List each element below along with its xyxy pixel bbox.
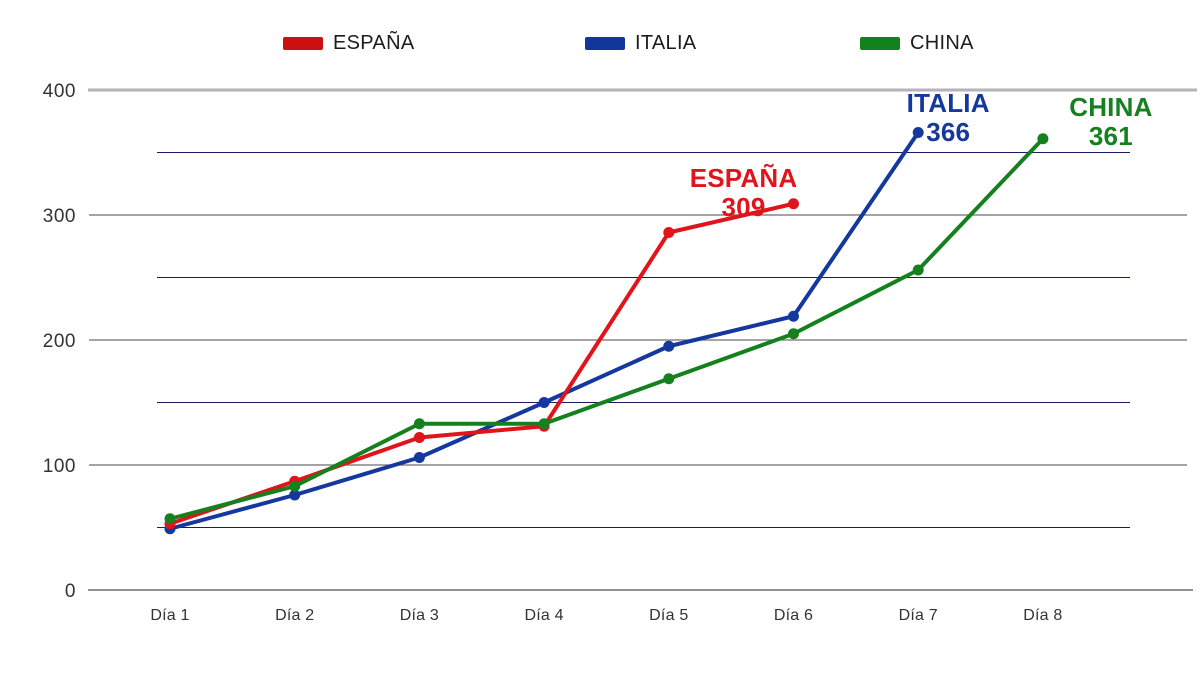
data-point-china-5 xyxy=(663,373,675,385)
legend-label-espana: ESPAÑA xyxy=(333,31,415,54)
y-axis-label-300: 300 xyxy=(43,206,76,227)
y-axis-label-400: 400 xyxy=(43,81,76,102)
data-point-italia-6 xyxy=(788,310,799,322)
series-end-label-espana-value: 309 xyxy=(721,192,766,223)
series-line-españa xyxy=(168,201,796,526)
series-end-label-china-title: CHINA xyxy=(1069,91,1153,122)
series-end-label-china-value: 361 xyxy=(1088,121,1133,152)
series-end-label-espana-title: ESPAÑA xyxy=(689,162,798,193)
legend-swatch-italia xyxy=(585,36,625,50)
series-end-label-italia: ITALIA 366 xyxy=(906,87,990,148)
series-end-label-china: CHINA 361 xyxy=(1069,91,1153,152)
legend-item-italia: ITALIA xyxy=(585,30,696,56)
series-end-label-italia-value: 366 xyxy=(926,117,971,148)
legend-item-espana: ESPAÑA xyxy=(283,30,414,56)
series-end-label-espana: ESPAÑA 309 xyxy=(689,162,798,223)
x-axis-label-3: Día 3 xyxy=(400,607,439,624)
x-axis-label-5: Día 5 xyxy=(649,607,688,624)
y-axis-label-200: 200 xyxy=(43,331,76,352)
data-point-china-3 xyxy=(413,418,425,430)
series-end-label-italia-title: ITALIA xyxy=(906,87,990,118)
data-point-italia-2 xyxy=(289,489,301,501)
legend-item-china: CHINA xyxy=(860,30,974,56)
data-point-italia-7 xyxy=(912,127,924,138)
x-axis-label-8: Día 8 xyxy=(1023,607,1062,624)
x-axis-label-2: Día 2 xyxy=(275,607,314,624)
y-axis-label-100: 100 xyxy=(43,456,76,477)
data-point-china-4 xyxy=(538,418,550,430)
legend-label-china: CHINA xyxy=(910,31,974,54)
data-point-españa-6 xyxy=(788,198,799,210)
data-point-china-8 xyxy=(1037,133,1049,145)
data-point-italia-3 xyxy=(413,452,425,463)
legend-label-italia: ITALIA xyxy=(635,31,697,54)
data-point-españa-5 xyxy=(663,227,675,238)
data-point-china-6 xyxy=(788,328,799,340)
data-point-italia-4 xyxy=(538,397,550,408)
legend-swatch-espana xyxy=(283,36,323,50)
x-axis-label-6: Día 6 xyxy=(774,607,813,624)
data-point-china-1 xyxy=(164,513,176,525)
data-point-china-7 xyxy=(912,264,924,276)
x-axis-label-1: Día 1 xyxy=(150,607,189,624)
y-axis-label-0: 0 xyxy=(65,581,76,602)
data-point-china-2 xyxy=(289,480,301,492)
x-axis-label-7: Día 7 xyxy=(899,607,938,624)
series-line-china xyxy=(168,136,1045,521)
legend-swatch-china xyxy=(860,36,900,50)
data-point-españa-3 xyxy=(413,432,425,443)
data-point-italia-5 xyxy=(663,340,675,352)
series-line-italia xyxy=(168,130,921,531)
x-axis-label-4: Día 4 xyxy=(524,607,563,624)
